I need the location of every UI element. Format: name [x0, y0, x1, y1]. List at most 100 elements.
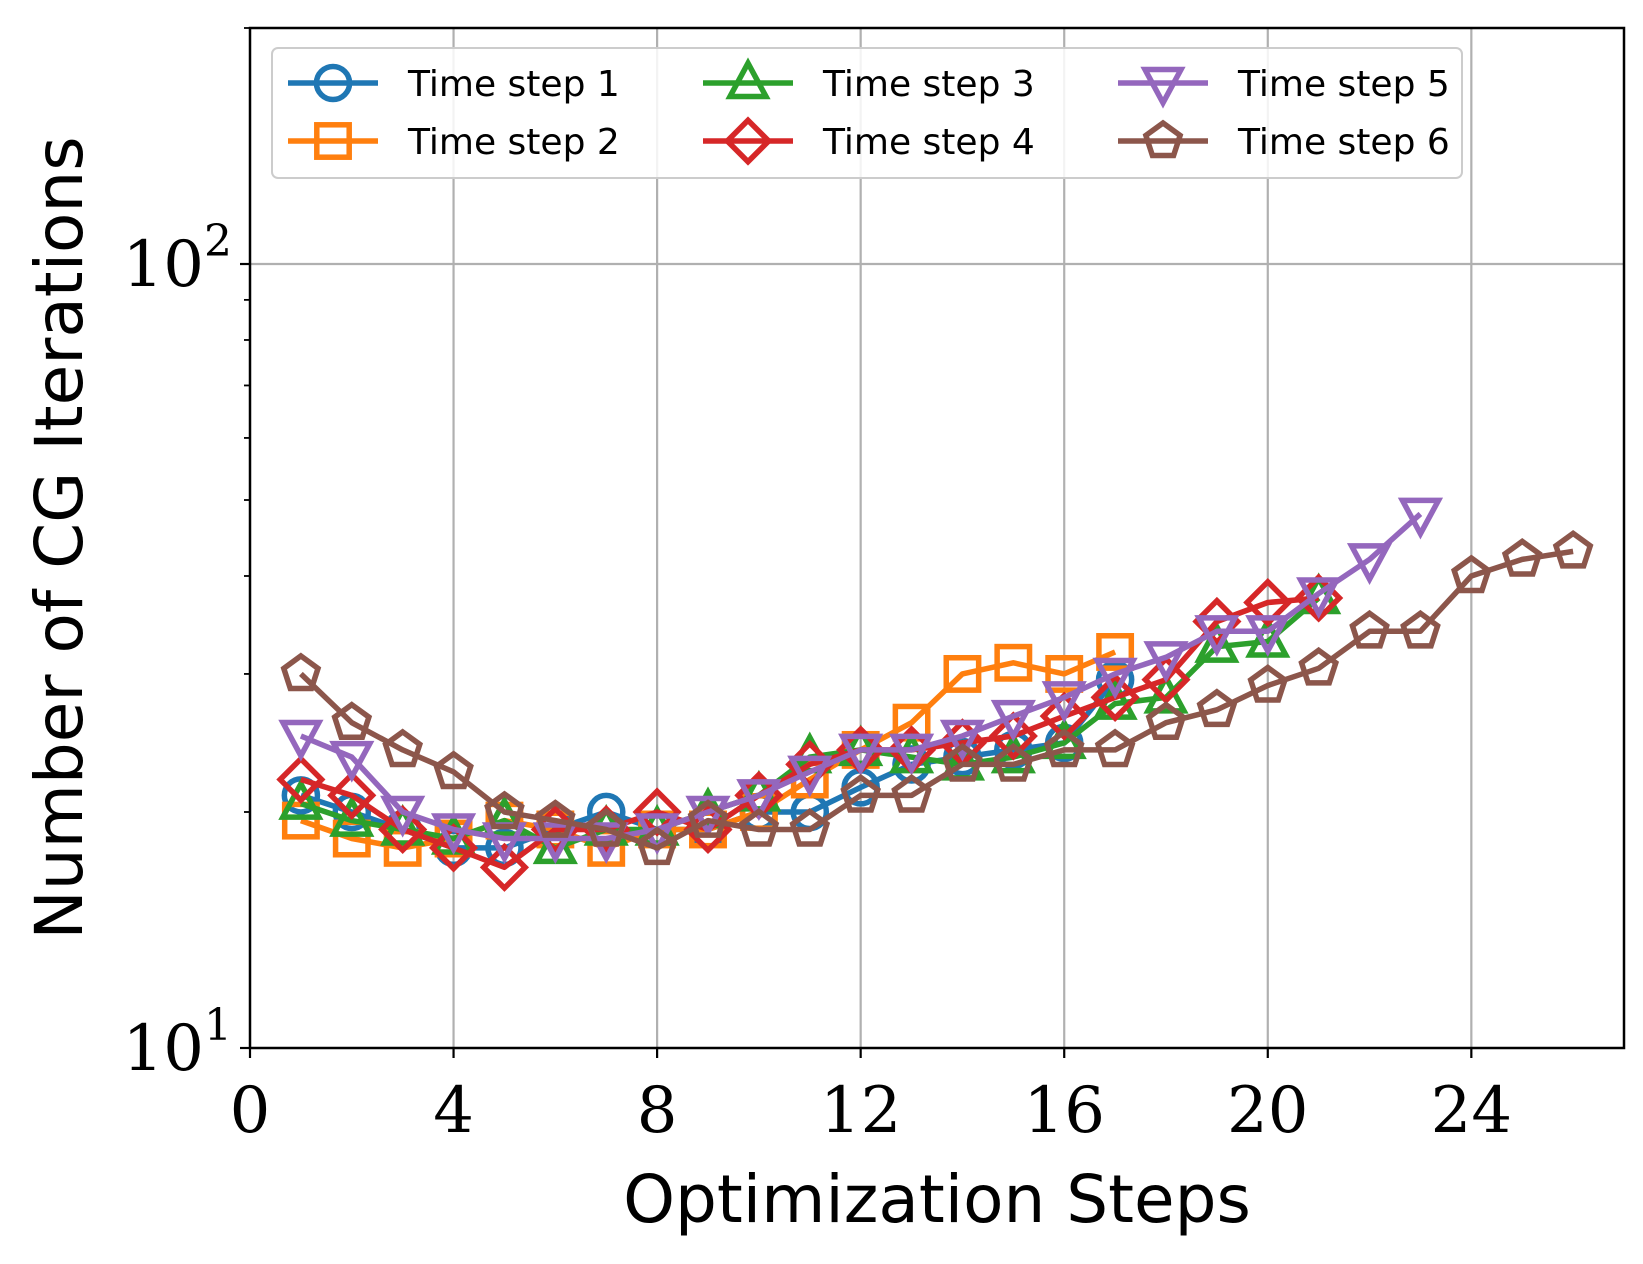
data-point — [1141, 655, 1191, 705]
axis-ticks: 0 4 8 12 16 20 24 102 101 — [123, 27, 1512, 1148]
legend-label: Time step 6 — [1237, 122, 1450, 163]
legend-marker — [1140, 66, 1186, 109]
series-layer — [276, 497, 1594, 892]
legend-item: Time step 2 — [288, 122, 620, 163]
data-point — [430, 813, 477, 856]
data-point — [1450, 554, 1492, 594]
legend-label: Time step 4 — [822, 122, 1035, 163]
legend-label: Time step 2 — [407, 122, 620, 163]
y-axis-label: Number of CG Iterations — [21, 136, 98, 939]
legend-item: Time step 4 — [703, 116, 1035, 166]
x-tick-label: 16 — [1024, 1074, 1105, 1148]
x-axis-label: Optimization Steps — [623, 1161, 1251, 1238]
data-point — [532, 822, 578, 865]
data-point — [1400, 609, 1441, 649]
data-point — [838, 733, 884, 776]
data-point — [988, 711, 1038, 761]
y-tick-label: 101 — [123, 1000, 232, 1086]
legend-item: Time step 5 — [1118, 64, 1450, 109]
data-point — [1194, 615, 1240, 657]
data-point — [939, 719, 986, 762]
data-point — [1346, 543, 1393, 585]
data-point — [280, 652, 322, 692]
data-point — [1096, 633, 1135, 671]
data-point — [992, 743, 1034, 782]
data-point — [380, 795, 426, 838]
data-point — [1397, 497, 1444, 540]
x-tick-label: 24 — [1431, 1074, 1512, 1148]
data-point — [1094, 728, 1136, 768]
data-point — [481, 795, 528, 837]
data-point — [687, 799, 729, 838]
data-point — [329, 795, 375, 837]
y-tick-label: 102 — [123, 216, 232, 302]
legend-label: Time step 5 — [1237, 64, 1450, 105]
legend: Time step 1 Time step 2 Time step 3 Time st… — [271, 47, 1463, 179]
data-point — [789, 808, 831, 847]
data-point — [838, 724, 884, 767]
data-point — [378, 804, 428, 855]
data-point — [1045, 654, 1084, 693]
grid — [250, 28, 1624, 1048]
data-point — [634, 813, 680, 856]
data-point — [327, 770, 377, 820]
data-point — [329, 740, 375, 783]
x-tick-label: 4 — [433, 1074, 474, 1148]
data-point — [382, 728, 424, 768]
data-point — [1039, 691, 1089, 741]
data-point — [534, 799, 576, 838]
data-point — [942, 743, 983, 782]
data-point — [1298, 646, 1340, 686]
data-point — [1245, 615, 1291, 657]
data-point — [1349, 609, 1390, 649]
data-point — [276, 754, 326, 805]
data-point — [1090, 672, 1140, 723]
legend-marker — [1142, 119, 1184, 159]
legend-marker — [313, 63, 353, 103]
plot-frame — [248, 26, 1626, 1050]
legend-marker — [725, 57, 771, 100]
series-5 — [278, 497, 1444, 865]
x-tick-label: 8 — [637, 1074, 678, 1148]
data-point — [787, 755, 833, 798]
data-point — [331, 701, 373, 740]
legend-marker — [314, 122, 352, 160]
series-line — [298, 548, 1574, 851]
legend-marker — [723, 116, 773, 166]
legend-item: Time step 3 — [703, 57, 1035, 105]
data-point — [1041, 681, 1087, 724]
data-point — [738, 808, 780, 847]
series-line — [299, 511, 1423, 842]
series-6 — [280, 529, 1594, 866]
x-tick-label: 20 — [1227, 1074, 1308, 1148]
legend-item: Time step 6 — [1118, 119, 1450, 163]
data-point — [891, 773, 932, 813]
data-point — [636, 826, 678, 866]
data-point — [994, 643, 1033, 682]
data-point — [888, 733, 935, 776]
legend-label: Time step 1 — [407, 64, 620, 105]
data-point — [1043, 728, 1085, 768]
data-point — [1192, 596, 1242, 647]
data-point — [990, 699, 1036, 742]
x-tick-label: 12 — [820, 1074, 901, 1148]
data-point — [1243, 577, 1293, 628]
data-point — [479, 842, 530, 892]
data-point — [278, 719, 324, 762]
data-point — [1143, 641, 1189, 683]
data-point — [484, 790, 525, 830]
x-tick-label: 0 — [230, 1074, 271, 1148]
data-point — [736, 779, 782, 821]
data-point — [428, 823, 479, 873]
data-point — [1501, 537, 1543, 577]
legend-label: Time step 3 — [822, 64, 1035, 105]
legend-item: Time step 1 — [288, 63, 620, 105]
data-point — [1247, 664, 1289, 703]
data-point — [278, 778, 324, 820]
data-point — [433, 750, 474, 790]
data-point — [1092, 657, 1138, 700]
data-point — [1196, 688, 1238, 728]
data-point — [1296, 577, 1342, 620]
data-point — [685, 795, 731, 838]
